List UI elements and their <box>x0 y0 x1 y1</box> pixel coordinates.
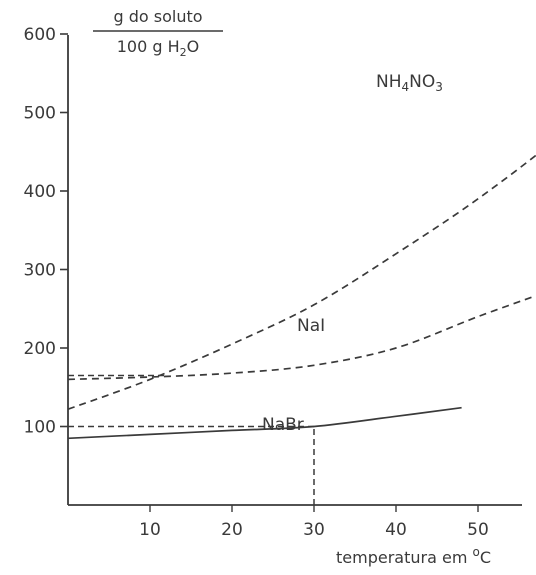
y-tick-label: 400 <box>24 182 56 202</box>
series-label-nh4no3-c: NO <box>409 72 435 92</box>
y-tick-label: 600 <box>24 25 56 45</box>
series-label-nh4no3: NH4NO3 <box>376 72 443 94</box>
series-label-nabr: NaBr <box>262 415 304 435</box>
x-axis-label-unit: C <box>480 548 491 567</box>
x-tick-label: 40 <box>385 520 407 540</box>
reference-lines <box>68 374 315 505</box>
y-axis-label-denominator-sub: 2 <box>180 46 187 59</box>
x-axis-label-prefix: temperatura em <box>336 548 472 567</box>
series-line-nh4no3 <box>67 154 536 411</box>
y-axis-ticks: 100 200 300 400 500 600 <box>24 25 68 438</box>
series-line-nai <box>67 294 536 381</box>
y-axis-label-denominator-suffix: O <box>187 37 200 56</box>
x-tick-label: 20 <box>221 520 243 540</box>
series-label-nh4no3-d: 3 <box>435 80 443 94</box>
y-axis-label-denominator: 100 g H2O <box>117 37 200 59</box>
y-tick-label: 100 <box>24 418 56 438</box>
y-axis-label-denominator-prefix: 100 g H <box>117 37 180 56</box>
series-label-nh4no3-a: NH <box>376 72 402 92</box>
y-axis-label-numerator: g do soluto <box>113 7 202 26</box>
y-tick-label: 500 <box>24 104 56 124</box>
x-axis-label-degree: o <box>472 545 479 559</box>
series-label-nai: NaI <box>297 316 325 336</box>
x-tick-label: 50 <box>467 520 489 540</box>
series-lines <box>67 154 536 440</box>
y-tick-label: 300 <box>24 261 56 281</box>
x-tick-label: 10 <box>139 520 161 540</box>
y-tick-label: 200 <box>24 339 56 359</box>
x-tick-label: 30 <box>303 520 325 540</box>
x-axis-ticks: 102030405060708090100 <box>139 505 489 540</box>
series-line-nabr <box>67 406 462 440</box>
series-label-nh4no3-b: 4 <box>402 80 410 94</box>
x-axis-label: temperatura em oC <box>336 545 491 567</box>
